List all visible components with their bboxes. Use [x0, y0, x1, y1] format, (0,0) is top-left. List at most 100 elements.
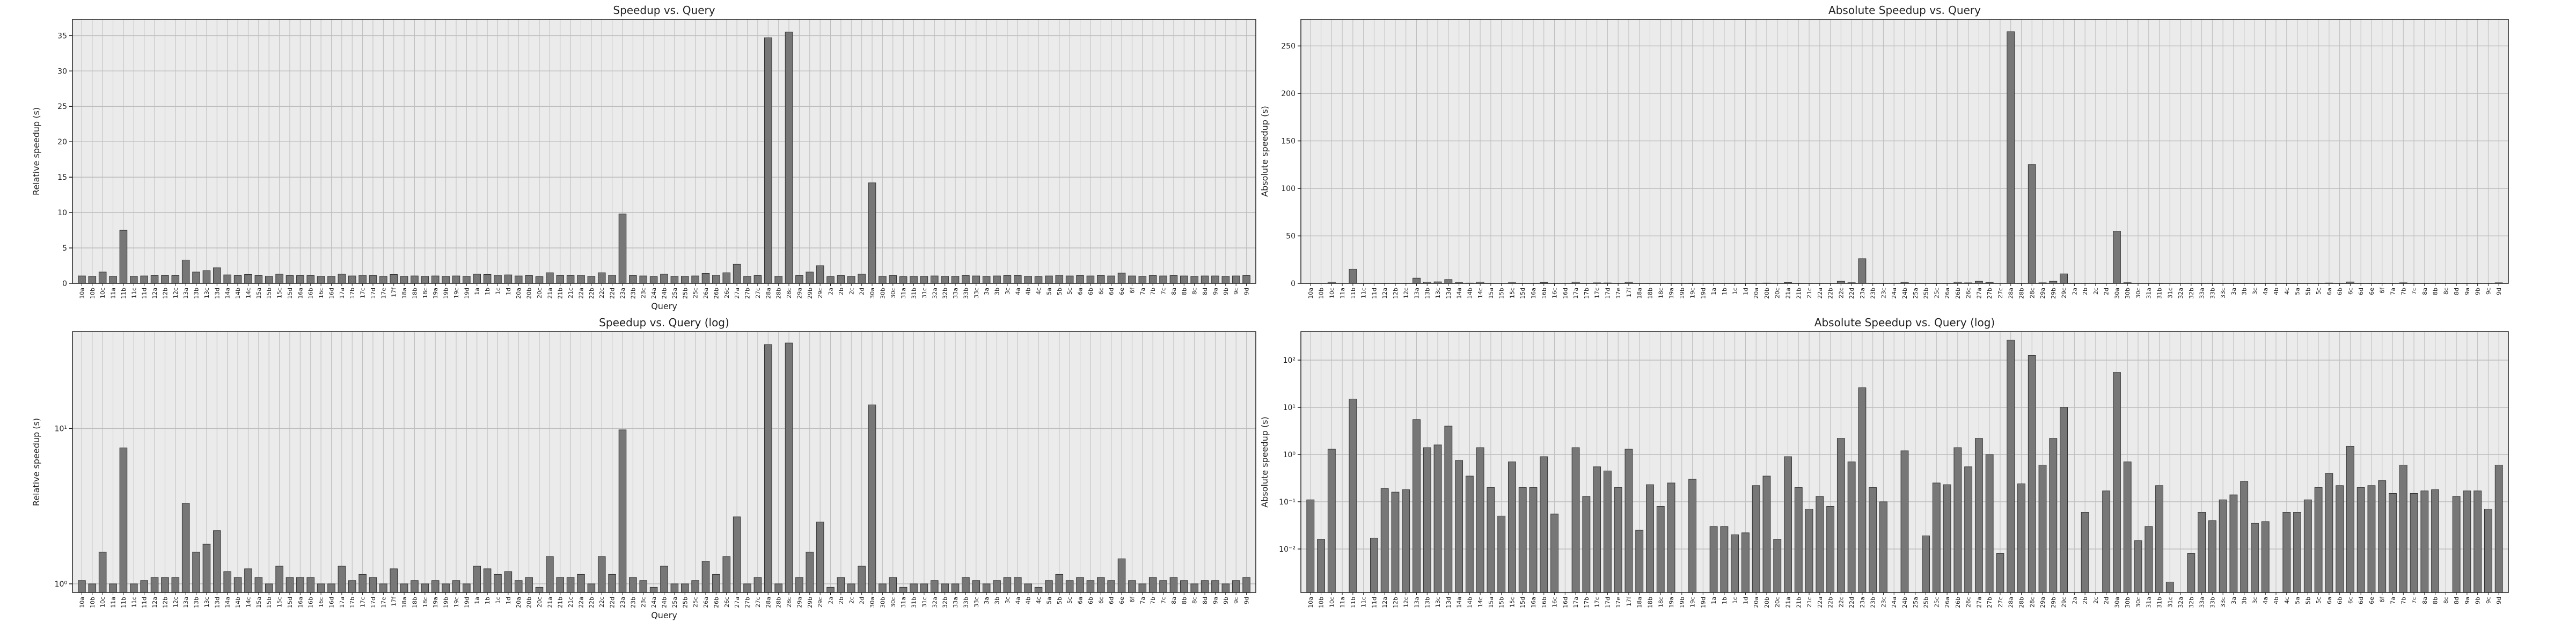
bar — [2038, 464, 2047, 593]
x-tick-label: 8c — [2442, 288, 2449, 295]
bar — [2452, 496, 2461, 593]
x-tick-label: 17e — [1615, 288, 1622, 299]
bar — [442, 583, 450, 593]
x-tick-label: 6a — [2326, 288, 2333, 295]
bar — [1211, 580, 1219, 593]
bar — [1816, 496, 1824, 593]
x-tick-label: 6d — [2358, 288, 2365, 295]
x-tick-label: 25c — [1933, 597, 1940, 608]
bar — [889, 275, 897, 284]
x-tick-label: 11a — [1339, 288, 1346, 299]
bar — [1221, 276, 1230, 284]
x-tick-label: 28b — [775, 597, 782, 608]
bar — [1805, 509, 1813, 593]
x-tick-label: 11a — [1339, 597, 1346, 608]
bar — [130, 583, 138, 593]
x-tick-label: 26b — [1955, 288, 1962, 299]
bar — [733, 264, 741, 284]
x-tick-label: 6e — [1118, 288, 1125, 295]
x-tick-label: 24a — [1891, 597, 1898, 608]
x-tick-label: 7c — [2411, 597, 2418, 604]
bar — [597, 556, 606, 593]
x-tick-label: 21c — [567, 288, 574, 298]
x-tick-label: 22b — [588, 597, 595, 608]
bar — [161, 275, 169, 284]
bar — [223, 571, 231, 593]
y-tick-label: 15 — [57, 173, 67, 182]
x-tick-label: 19d — [1700, 288, 1707, 299]
x-tick-label: 12a — [1381, 288, 1388, 299]
x-tick-label: 6f — [2379, 596, 2386, 603]
bar — [743, 276, 751, 284]
bar — [306, 275, 314, 284]
bar — [2325, 473, 2333, 593]
x-tick-label: 23c — [1880, 597, 1887, 608]
x-tick-label: 4a — [2262, 597, 2269, 604]
x-tick-label: 6c — [1097, 288, 1104, 295]
x-tick-label: 20c — [1774, 288, 1781, 298]
x-tick-label: 19b — [1679, 288, 1686, 299]
x-tick-label: 21a — [1785, 288, 1792, 299]
x-tick-label: 15b — [266, 597, 273, 608]
bar — [774, 583, 782, 593]
x-tick-label: 12b — [162, 597, 169, 608]
bar — [2165, 581, 2174, 593]
bar — [140, 580, 148, 593]
bar — [941, 583, 949, 593]
x-tick-label: 28a — [2008, 288, 2015, 299]
y-tick-label: 0 — [62, 280, 67, 288]
bar — [2145, 526, 2153, 593]
y-tick-label: 10² — [1283, 356, 1296, 365]
bar — [1508, 462, 1516, 593]
x-tick-label: 12a — [1381, 597, 1388, 608]
bar — [78, 580, 86, 593]
bar — [2060, 407, 2068, 593]
x-tick-label: 16c — [318, 288, 325, 298]
x-tick-label: 1c — [1732, 288, 1739, 295]
x-tick-label: 31c — [921, 597, 928, 608]
bar — [1306, 499, 1315, 593]
x-tick-label: 13b — [193, 288, 200, 299]
x-tick-label: 27b — [1986, 288, 1993, 299]
x-tick-label: 25c — [1933, 288, 1940, 298]
y-tick-label: 0 — [1291, 280, 1296, 288]
x-tick-label: 26b — [713, 288, 720, 299]
x-tick-label: 23c — [640, 288, 647, 298]
x-tick-label: 1c — [494, 288, 501, 295]
x-tick-label: 8d — [2453, 597, 2460, 604]
x-tick-label: 14b — [1466, 288, 1473, 299]
x-tick-label: 1b — [484, 597, 491, 604]
x-tick-label: 11a — [110, 597, 117, 608]
x-tick-label: 17d — [1604, 288, 1611, 299]
x-tick-label: 31a — [900, 597, 907, 608]
x-tick-label: 13c — [1435, 597, 1441, 608]
x-tick-label: 13d — [1445, 288, 1452, 299]
bar — [2187, 553, 2196, 593]
x-tick-label: 30c — [890, 288, 897, 298]
x-tick-label: 17b — [349, 288, 356, 299]
x-tick-label: 25c — [692, 288, 699, 298]
bar — [421, 583, 429, 593]
bar — [889, 577, 897, 593]
bar — [1055, 574, 1064, 593]
x-tick-label: 16d — [1562, 288, 1569, 299]
bar — [712, 574, 720, 593]
x-tick-label: 29a — [796, 288, 803, 299]
bar — [327, 276, 335, 284]
x-tick-label: 27a — [734, 288, 741, 299]
x-tick-label: 9a — [1212, 597, 1219, 604]
bar — [348, 275, 356, 284]
x-tick-label: 2c — [2092, 288, 2099, 295]
bar — [639, 275, 648, 284]
y-tick-label: 10⁻¹ — [1279, 498, 1296, 507]
x-tick-label: 12b — [1392, 288, 1399, 299]
bar — [868, 182, 876, 284]
x-tick-label: 17d — [370, 597, 377, 608]
bar — [1232, 580, 1240, 593]
bar — [1138, 583, 1147, 593]
x-tick-label: 15a — [1488, 597, 1495, 608]
x-tick-label: 6a — [1077, 288, 1084, 295]
x-tick-label: 2c — [2092, 597, 2099, 604]
bar — [442, 276, 450, 284]
bar — [1034, 587, 1043, 593]
